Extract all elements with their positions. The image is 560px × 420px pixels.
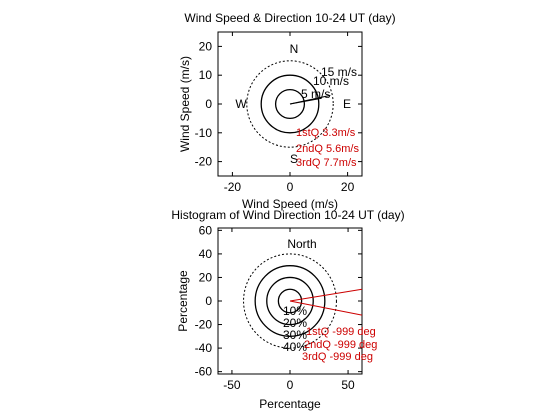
plot2-xlabel: Percentage bbox=[259, 397, 321, 411]
y-tick-label: 0 bbox=[205, 294, 212, 308]
compass-west-label: W bbox=[235, 97, 247, 111]
plot2-annotation-q3: 3rdQ -999 deg bbox=[302, 351, 373, 363]
direction-vector-1 bbox=[289, 288, 363, 302]
ring-label-40pct: 40% bbox=[283, 340, 307, 354]
wind-speed-plot: Wind Speed & Direction 10-24 UT (day) -2… bbox=[178, 11, 396, 211]
ring-label-10: 10 m/s bbox=[313, 74, 349, 88]
north-label: North bbox=[287, 237, 316, 251]
ring-label-10pct: 10% bbox=[283, 304, 307, 318]
plot2-annotation-q1: 1stQ -999 deg bbox=[306, 326, 376, 338]
y-tick-label: -20 bbox=[195, 155, 213, 169]
ring-label-30pct: 30% bbox=[283, 328, 307, 342]
ring-3 bbox=[254, 265, 326, 337]
x-tick-label: 20 bbox=[341, 180, 355, 194]
direction-vector-2 bbox=[289, 97, 322, 105]
y-tick-label: -60 bbox=[195, 365, 213, 379]
y-tick-label: -40 bbox=[195, 341, 213, 355]
ring-1 bbox=[274, 88, 306, 120]
x-tick-label: 0 bbox=[287, 378, 294, 392]
plot1-ylabel: Wind Speed (m/s) bbox=[178, 56, 192, 152]
plot1-annotation-q1: 1stQ 3.3m/s bbox=[296, 127, 356, 139]
plot1-annotation-q3: 3rdQ 7.7m/s bbox=[296, 157, 357, 169]
wind-direction-histogram: Histogram of Wind Direction 10-24 UT (da… bbox=[171, 208, 404, 411]
x-tick-label: -20 bbox=[224, 180, 242, 194]
plot1-title: Wind Speed & Direction 10-24 UT (day) bbox=[184, 11, 395, 25]
direction-vector-2 bbox=[289, 300, 363, 316]
y-tick-label: 20 bbox=[199, 270, 213, 284]
ring-label-20pct: 20% bbox=[283, 316, 307, 330]
y-tick-label: 40 bbox=[199, 247, 213, 261]
ring-2 bbox=[260, 74, 320, 134]
ring-1 bbox=[277, 288, 303, 314]
y-tick-label: 20 bbox=[199, 39, 213, 53]
ring-2 bbox=[266, 276, 314, 326]
x-tick-label: 50 bbox=[341, 378, 355, 392]
y-tick-label: -10 bbox=[195, 126, 213, 140]
ring-3 bbox=[246, 60, 334, 148]
compass-north-label: N bbox=[290, 42, 299, 56]
y-tick-label: 10 bbox=[199, 68, 213, 82]
compass-south-label: S bbox=[290, 152, 298, 166]
y-tick-label: -20 bbox=[195, 318, 213, 332]
plot2-title: Histogram of Wind Direction 10-24 UT (da… bbox=[171, 208, 404, 222]
y-tick-label: 0 bbox=[205, 97, 212, 111]
plot2-annotation-q2: 2ndQ -999 deg bbox=[304, 339, 377, 351]
x-tick-label: -50 bbox=[223, 378, 241, 392]
compass-east-label: E bbox=[343, 97, 351, 111]
plot1-xlabel: Wind Speed (m/s) bbox=[242, 197, 338, 211]
ring-4 bbox=[243, 253, 337, 349]
x-tick-label: 0 bbox=[287, 180, 294, 194]
ring-label-15: 15 m/s bbox=[321, 65, 357, 79]
plot2-ylabel: Percentage bbox=[176, 270, 190, 332]
ring-label-5: 5 m/s bbox=[301, 87, 330, 101]
plot1-annotation-q2: 2ndQ 5.6m/s bbox=[296, 143, 359, 155]
y-tick-label: 60 bbox=[199, 223, 213, 237]
